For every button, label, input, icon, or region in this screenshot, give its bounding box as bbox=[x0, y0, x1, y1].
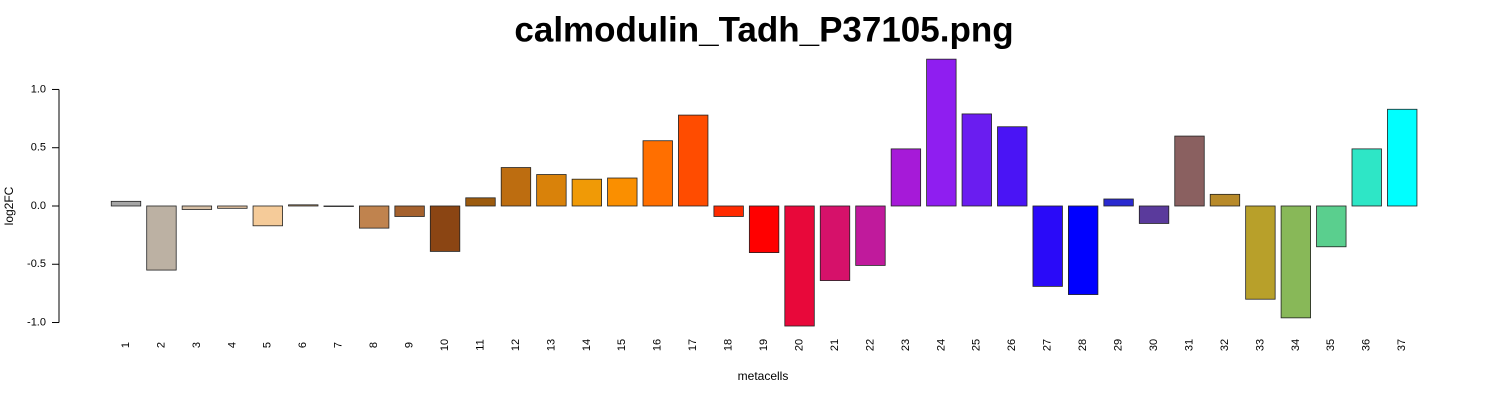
x-tick-label: 12 bbox=[510, 339, 522, 351]
bar bbox=[500, 167, 532, 207]
x-tick-label: 5 bbox=[262, 342, 274, 348]
bar bbox=[1245, 205, 1276, 300]
x-tick-label: 20 bbox=[793, 339, 805, 351]
x-tick-label: 1 bbox=[120, 342, 132, 348]
x-tick-label: 29 bbox=[1113, 339, 1125, 351]
bar bbox=[997, 126, 1028, 207]
bar bbox=[571, 178, 602, 207]
bar bbox=[961, 113, 992, 207]
y-axis-label: log2FC bbox=[2, 186, 16, 225]
bar bbox=[252, 205, 283, 227]
bar bbox=[1068, 205, 1099, 295]
x-axis-label: metacells bbox=[738, 369, 789, 383]
x-tick-label: 22 bbox=[864, 339, 876, 351]
x-tick-label: 3 bbox=[191, 342, 203, 348]
y-tick-label: -1.0 bbox=[27, 316, 46, 328]
bar bbox=[394, 205, 425, 217]
y-tick-label: 0.0 bbox=[31, 200, 46, 212]
bar bbox=[217, 205, 248, 209]
bar bbox=[748, 205, 780, 253]
bar bbox=[607, 177, 638, 207]
bar bbox=[1032, 205, 1063, 287]
bar bbox=[855, 205, 886, 266]
bar bbox=[642, 140, 673, 207]
x-tick-label: 15 bbox=[616, 339, 628, 351]
x-tick-label: 16 bbox=[652, 339, 664, 351]
x-tick-label: 7 bbox=[333, 342, 345, 348]
bar bbox=[465, 197, 496, 207]
bar bbox=[536, 174, 567, 207]
bar bbox=[429, 205, 461, 252]
x-tick-label: 13 bbox=[545, 339, 557, 351]
bar bbox=[1316, 205, 1347, 248]
x-tick-label: 4 bbox=[226, 342, 238, 348]
x-tick-label: 9 bbox=[404, 342, 416, 348]
x-tick-label: 19 bbox=[758, 339, 770, 351]
bar bbox=[819, 205, 851, 281]
x-tick-label: 10 bbox=[439, 339, 451, 351]
bar bbox=[1174, 135, 1205, 207]
bar bbox=[288, 204, 319, 207]
bar bbox=[146, 205, 177, 271]
x-tick-label: 32 bbox=[1219, 339, 1231, 351]
bar bbox=[713, 205, 744, 217]
bar bbox=[1103, 198, 1134, 207]
x-tick-label: 34 bbox=[1290, 339, 1302, 351]
x-tick-label: 11 bbox=[474, 339, 486, 350]
bar bbox=[784, 205, 815, 327]
x-tick-label: 24 bbox=[935, 339, 947, 351]
chart-title: calmodulin_Tadh_P37105.png bbox=[514, 10, 1013, 49]
bar bbox=[1351, 148, 1382, 207]
x-tick-label: 26 bbox=[1006, 339, 1018, 351]
y-tick-label: 0.5 bbox=[31, 142, 46, 154]
y-tick-label: 1.0 bbox=[31, 83, 46, 95]
bar bbox=[1387, 108, 1418, 207]
bar bbox=[1209, 193, 1241, 207]
x-tick-label: 25 bbox=[971, 339, 983, 351]
x-tick-label: 6 bbox=[297, 342, 309, 348]
bar bbox=[1138, 205, 1170, 224]
x-tick-label: 14 bbox=[581, 339, 593, 351]
bar bbox=[110, 200, 142, 207]
x-tick-label: 35 bbox=[1325, 339, 1337, 351]
x-tick-label: 21 bbox=[829, 339, 841, 351]
x-tick-label: 28 bbox=[1077, 339, 1089, 351]
x-tick-label: 30 bbox=[1148, 339, 1160, 351]
y-tick-label: -0.5 bbox=[27, 258, 46, 270]
x-tick-label: 17 bbox=[687, 339, 699, 351]
bar bbox=[1280, 205, 1311, 319]
x-tick-label: 23 bbox=[900, 339, 912, 351]
x-tick-label: 27 bbox=[1042, 339, 1054, 351]
x-tick-label: 37 bbox=[1396, 339, 1408, 351]
x-tick-label: 33 bbox=[1254, 339, 1266, 351]
x-tick-label: 2 bbox=[155, 342, 167, 348]
x-tick-label: 8 bbox=[368, 342, 380, 348]
x-tick-label: 31 bbox=[1183, 339, 1195, 351]
bar bbox=[926, 58, 957, 207]
bar bbox=[323, 205, 354, 207]
bar bbox=[358, 205, 390, 229]
x-tick-label: 36 bbox=[1361, 339, 1373, 351]
bar bbox=[678, 114, 709, 207]
x-tick-label: 18 bbox=[723, 339, 735, 351]
bar bbox=[181, 205, 213, 210]
bar bbox=[890, 148, 922, 207]
